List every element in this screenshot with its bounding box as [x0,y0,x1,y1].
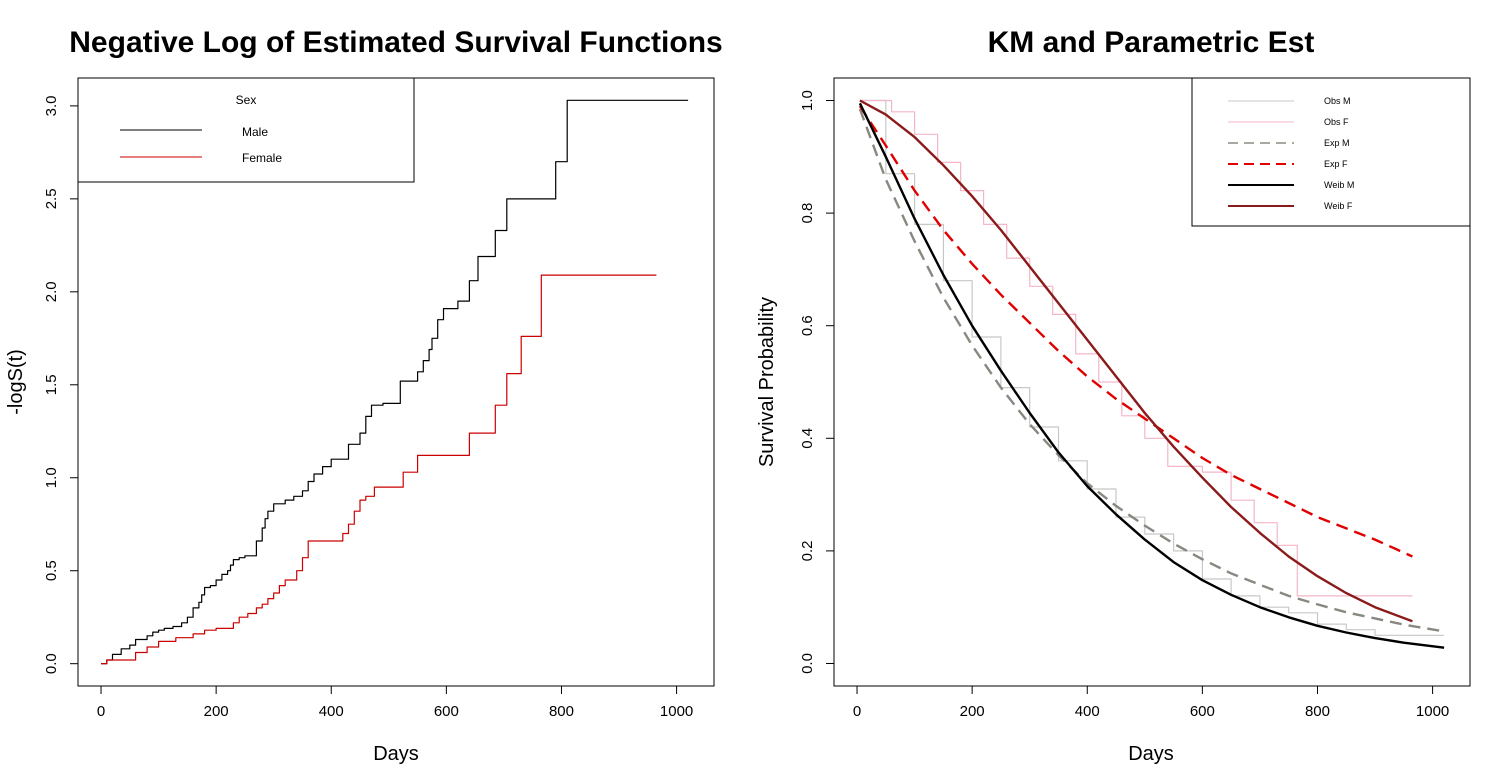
y-axis-label: -logS(t) [5,349,27,415]
legend-label-male: Male [242,125,268,139]
legend: Obs M Obs F Exp M Exp F Weib M Weib F [1191,77,1471,227]
x-tick-label: 800 [1305,703,1330,720]
y-axis: 0.0 0.2 0.4 0.6 0.8 1.0 [799,90,835,674]
legend-label-weib-m: Weib M [1324,180,1354,190]
legend-label-obs-m: Obs M [1324,96,1351,106]
y-tick-label: 0.0 [43,653,60,674]
series-obs-m-line [859,99,1445,636]
legend-label-exp-m: Exp M [1324,138,1350,148]
y-axis: 0.0 0.5 1.0 1.5 2.0 2.5 3.0 [43,95,79,674]
legend-label-female: Female [242,151,282,165]
legend-label-exp-f: Exp F [1324,159,1348,169]
x-axis-label: Days [373,743,419,765]
legend-label-weib-f: Weib F [1324,201,1353,211]
y-tick-label: 2.5 [43,188,60,209]
series-layer [858,99,1445,649]
y-tick-label: 3.0 [43,95,60,116]
y-tick-label: 1.0 [43,467,60,488]
legend-label-obs-f: Obs F [1324,117,1349,127]
x-tick-label: 0 [853,703,861,720]
series-exp-m-line [858,108,1445,633]
y-tick-label: 0.2 [799,540,816,561]
series-male-line [101,99,689,665]
legend: Sex Male Female [77,77,415,183]
right-chart: KM and Parametric Est 0 200 400 600 800 1000 … [756,26,1471,765]
series-weib-f-line [859,99,1413,623]
series-exp-f-line [858,105,1413,558]
x-tick-label: 200 [960,703,985,720]
y-tick-label: 0.8 [799,203,816,224]
y-tick-label: 0.6 [799,315,816,336]
left-chart: Negative Log of Estimated Survival Funct… [5,26,723,765]
series-layer [101,99,689,665]
x-tick-label: 0 [97,703,105,720]
x-tick-label: 400 [1075,703,1100,720]
y-tick-label: 0.0 [799,653,816,674]
y-tick-label: 2.0 [43,281,60,302]
x-tick-label: 1000 [660,703,693,720]
legend-box [1191,77,1471,227]
x-tick-label: 1000 [1416,703,1449,720]
x-tick-label: 600 [434,703,459,720]
y-tick-label: 1.5 [43,374,60,395]
x-tick-label: 800 [549,703,574,720]
chart-title: Negative Log of Estimated Survival Funct… [69,26,722,59]
x-axis: 0 200 400 600 800 1000 [853,685,1449,720]
x-tick-label: 400 [319,703,344,720]
chart-title: KM and Parametric Est [988,26,1315,59]
y-axis-label: Survival Probability [756,297,778,467]
series-female-line [101,274,657,665]
x-axis: 0 200 400 600 800 1000 [97,685,693,720]
legend-title: Sex [236,93,257,107]
y-tick-label: 1.0 [799,90,816,111]
x-axis-label: Days [1128,743,1174,765]
series-weib-m-line [858,102,1445,649]
y-tick-label: 0.5 [43,560,60,581]
x-tick-label: 600 [1190,703,1215,720]
y-tick-label: 0.4 [799,428,816,449]
x-tick-label: 200 [204,703,229,720]
